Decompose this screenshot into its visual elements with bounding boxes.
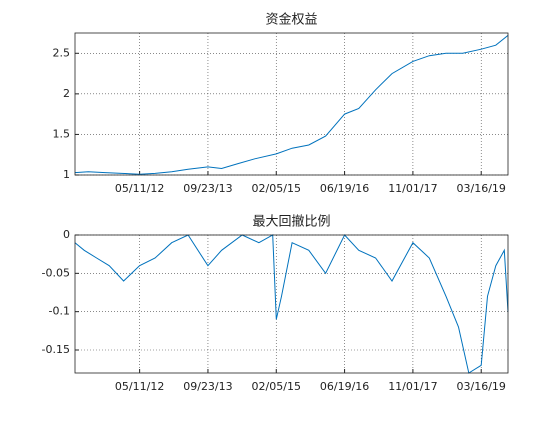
y-tick-label: 0	[63, 228, 70, 241]
x-tick-label: 02/05/15	[252, 380, 301, 393]
series-line	[74, 35, 509, 175]
x-tick-label: 03/16/19	[457, 182, 506, 195]
y-tick-label: -0.05	[42, 266, 70, 279]
axes-box	[74, 32, 509, 176]
axes-box	[74, 234, 509, 374]
x-tick-label: 09/23/13	[183, 182, 232, 195]
chart-title: 资金权益	[265, 12, 317, 28]
y-tick-label: 1.5	[53, 127, 71, 140]
chart-title: 最大回撤比例	[252, 214, 330, 230]
x-tick-label: 06/19/16	[320, 380, 369, 393]
y-tick-label: 2	[63, 87, 70, 100]
x-tick-label: 06/19/16	[320, 182, 369, 195]
x-tick-label: 03/16/19	[457, 380, 506, 393]
x-tick-label: 09/23/13	[183, 380, 232, 393]
y-tick-label: -0.1	[49, 305, 70, 318]
y-tick-label: 2.5	[53, 46, 71, 59]
x-tick-label: 05/11/12	[115, 380, 164, 393]
x-tick-label: 05/11/12	[115, 182, 164, 195]
series-line	[74, 234, 509, 374]
x-tick-label: 11/01/17	[388, 380, 437, 393]
x-tick-label: 11/01/17	[388, 182, 437, 195]
y-tick-label: -0.15	[42, 343, 70, 356]
x-tick-label: 02/05/15	[252, 182, 301, 195]
y-tick-label: 1	[63, 168, 70, 181]
